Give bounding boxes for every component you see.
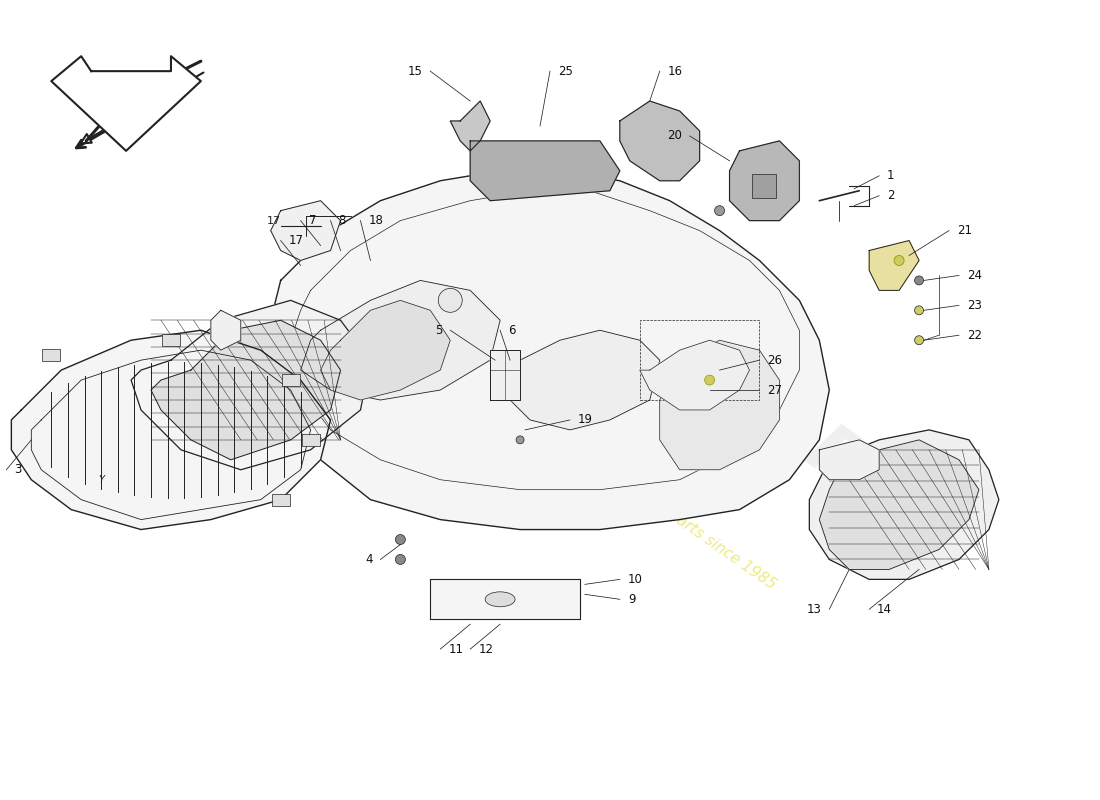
Polygon shape — [131, 300, 371, 470]
Text: 19: 19 — [578, 414, 593, 426]
Polygon shape — [450, 101, 491, 151]
FancyBboxPatch shape — [282, 374, 299, 386]
Polygon shape — [491, 350, 520, 400]
Text: 9: 9 — [628, 593, 636, 606]
Text: 15: 15 — [407, 65, 422, 78]
Text: 2: 2 — [887, 190, 894, 202]
Text: EUROCARS: EUROCARS — [519, 225, 921, 535]
Circle shape — [715, 206, 725, 216]
Text: 20: 20 — [667, 130, 682, 142]
FancyBboxPatch shape — [301, 434, 320, 446]
Text: 16: 16 — [668, 65, 683, 78]
Text: 24: 24 — [967, 269, 982, 282]
Text: 10: 10 — [628, 573, 642, 586]
Text: 23: 23 — [967, 299, 982, 312]
Text: 11: 11 — [449, 642, 463, 656]
FancyBboxPatch shape — [272, 494, 289, 506]
Circle shape — [914, 276, 924, 285]
Polygon shape — [300, 281, 500, 400]
Text: 18: 18 — [368, 214, 383, 227]
Text: 13: 13 — [806, 602, 822, 616]
FancyBboxPatch shape — [42, 349, 60, 361]
Circle shape — [705, 375, 715, 385]
Polygon shape — [869, 241, 920, 290]
Circle shape — [438, 288, 462, 312]
Text: 25: 25 — [558, 65, 573, 78]
Circle shape — [914, 306, 924, 314]
Circle shape — [395, 554, 406, 565]
Polygon shape — [510, 330, 660, 430]
FancyBboxPatch shape — [162, 334, 180, 346]
Text: 26: 26 — [768, 354, 782, 366]
Polygon shape — [810, 430, 999, 579]
Polygon shape — [320, 300, 450, 400]
Polygon shape — [211, 310, 241, 350]
Text: 22: 22 — [967, 329, 982, 342]
Text: 8: 8 — [339, 214, 345, 227]
Text: 21: 21 — [957, 224, 972, 237]
Polygon shape — [470, 141, 619, 201]
Text: 14: 14 — [877, 602, 892, 616]
Text: 5: 5 — [434, 324, 442, 337]
Text: 17: 17 — [266, 216, 280, 226]
Polygon shape — [151, 320, 341, 460]
Text: 7: 7 — [309, 214, 316, 227]
Polygon shape — [11, 330, 331, 530]
Polygon shape — [729, 141, 800, 221]
Polygon shape — [430, 579, 580, 619]
Text: 3: 3 — [14, 463, 22, 476]
Polygon shape — [271, 201, 341, 261]
Circle shape — [395, 534, 406, 545]
Text: Y: Y — [98, 474, 104, 485]
Polygon shape — [52, 56, 201, 151]
Text: 6: 6 — [508, 324, 516, 337]
Text: 27: 27 — [768, 383, 782, 397]
Circle shape — [914, 336, 924, 345]
Text: 4: 4 — [365, 553, 373, 566]
Text: a passion for parts since 1985: a passion for parts since 1985 — [581, 447, 779, 592]
Polygon shape — [619, 101, 700, 181]
Text: 17: 17 — [288, 234, 304, 247]
Polygon shape — [820, 440, 979, 570]
Circle shape — [516, 436, 524, 444]
Polygon shape — [640, 340, 749, 410]
Text: 12: 12 — [478, 642, 493, 656]
Polygon shape — [271, 170, 829, 530]
Polygon shape — [820, 440, 879, 480]
Ellipse shape — [485, 592, 515, 606]
FancyBboxPatch shape — [752, 174, 777, 198]
Text: 1: 1 — [887, 170, 894, 182]
Circle shape — [894, 255, 904, 266]
Polygon shape — [660, 340, 780, 470]
